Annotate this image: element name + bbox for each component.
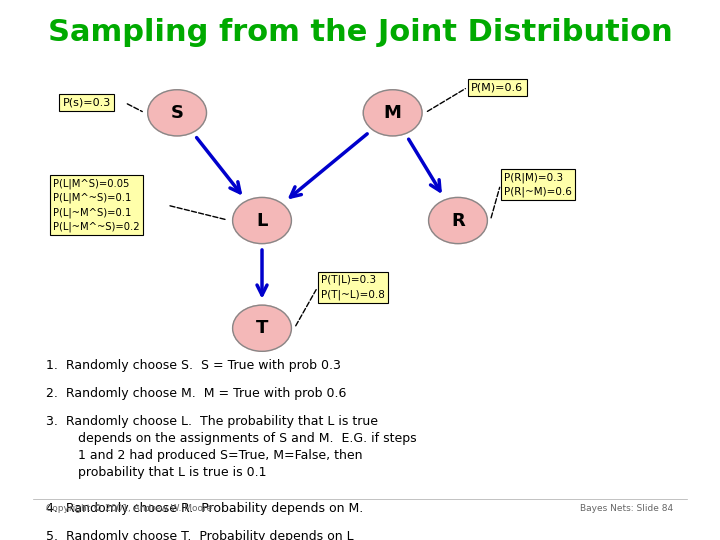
Text: P(T|L)=0.3
P(T|~L)=0.8: P(T|L)=0.3 P(T|~L)=0.8: [321, 275, 384, 300]
Circle shape: [148, 90, 207, 136]
Text: P(M)=0.6: P(M)=0.6: [471, 82, 523, 92]
Text: L: L: [256, 212, 268, 230]
Circle shape: [233, 305, 292, 352]
Text: M: M: [384, 104, 402, 122]
Text: 4.  Randomly choose R.  Probability depends on M.: 4. Randomly choose R. Probability depend…: [46, 502, 364, 515]
Text: P(s)=0.3: P(s)=0.3: [63, 98, 111, 107]
Text: Bayes Nets: Slide 84: Bayes Nets: Slide 84: [580, 504, 674, 512]
Circle shape: [428, 198, 487, 244]
Text: T: T: [256, 319, 268, 338]
Text: S: S: [171, 104, 184, 122]
Text: 2.  Randomly choose M.  M = True with prob 0.6: 2. Randomly choose M. M = True with prob…: [46, 387, 347, 400]
Text: 1.  Randomly choose S.  S = True with prob 0.3: 1. Randomly choose S. S = True with prob…: [46, 359, 341, 372]
Text: Sampling from the Joint Distribution: Sampling from the Joint Distribution: [48, 18, 672, 47]
Text: P(R|M)=0.3
P(R|~M)=0.6: P(R|M)=0.3 P(R|~M)=0.6: [504, 172, 572, 197]
Text: P(L|M^S)=0.05
P(L|M^~S)=0.1
P(L|~M^S)=0.1
P(L|~M^~S)=0.2: P(L|M^S)=0.05 P(L|M^~S)=0.1 P(L|~M^S)=0.…: [53, 178, 140, 232]
Text: 3.  Randomly choose L.  The probability that L is true
        depends on the as: 3. Randomly choose L. The probability th…: [46, 415, 417, 480]
Circle shape: [233, 198, 292, 244]
Text: Copyright © 2001, Andrew W. Moore: Copyright © 2001, Andrew W. Moore: [46, 504, 212, 512]
Text: R: R: [451, 212, 465, 230]
Circle shape: [364, 90, 422, 136]
Text: 5.  Randomly choose T.  Probability depends on L: 5. Randomly choose T. Probability depend…: [46, 530, 354, 540]
